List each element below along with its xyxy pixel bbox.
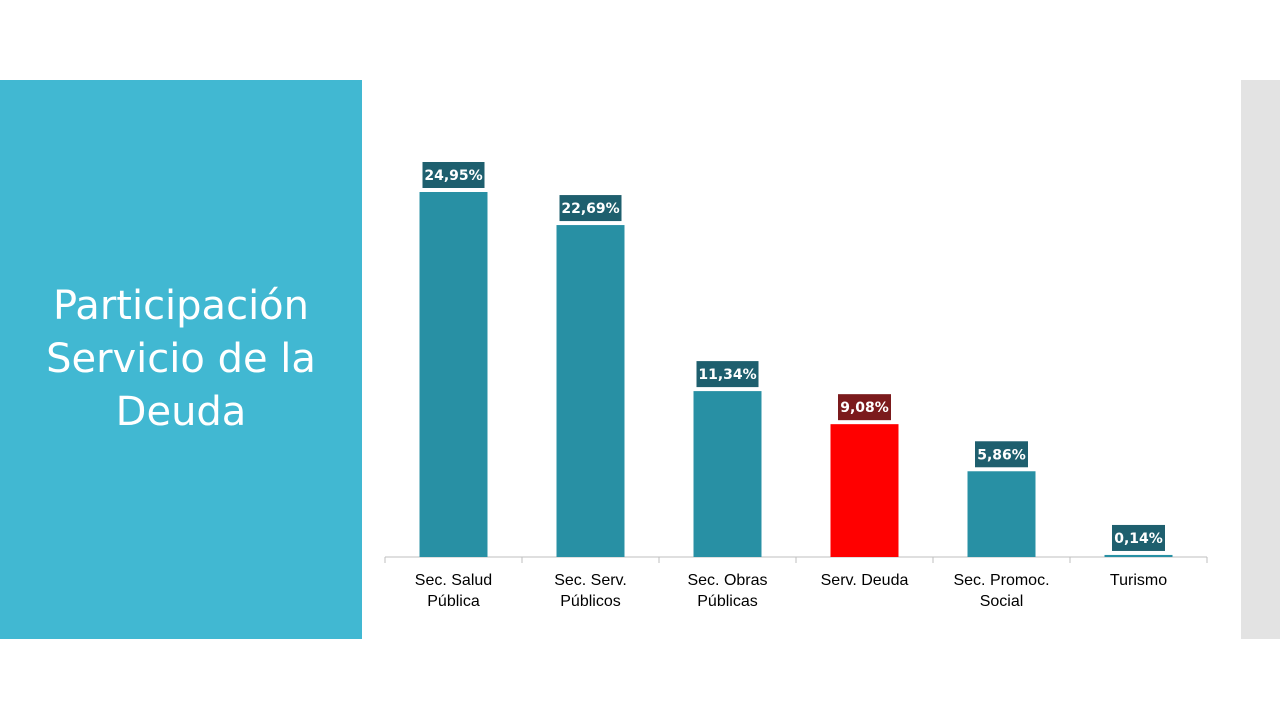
category-label: Social bbox=[980, 593, 1024, 610]
bar bbox=[1104, 554, 1173, 557]
category-label: Sec. Promoc. bbox=[953, 572, 1049, 589]
title-line-3: Deuda bbox=[115, 389, 247, 435]
data-label-box bbox=[1112, 524, 1165, 551]
data-label: 11,34% bbox=[698, 367, 756, 383]
category-label: Públicas bbox=[697, 593, 757, 610]
data-label: 24,95% bbox=[424, 168, 482, 184]
data-label-box bbox=[838, 394, 891, 421]
bar bbox=[556, 225, 625, 557]
category-label: Públicos bbox=[560, 593, 620, 610]
data-label: 9,08% bbox=[840, 400, 889, 416]
data-label: 22,69% bbox=[561, 201, 619, 217]
category-label: Turismo bbox=[1110, 572, 1167, 589]
title-line-1: Participación bbox=[52, 283, 309, 329]
right-decor-strip bbox=[1241, 80, 1280, 639]
title-panel: Participación Servicio de la Deuda bbox=[0, 80, 362, 639]
bar-chart: 24,95% Sec. Salud Pública 22,69% Sec. Serv. P… bbox=[384, 162, 1208, 610]
title-line-2: Servicio de la bbox=[46, 336, 316, 382]
data-label-box bbox=[422, 162, 485, 188]
data-label-box bbox=[559, 195, 622, 222]
category-label: Sec. Obras bbox=[687, 572, 767, 589]
category-label: Sec. Salud bbox=[415, 572, 492, 589]
slide-title: Participación Servicio de la Deuda bbox=[6, 280, 356, 439]
bar bbox=[967, 471, 1036, 557]
bar bbox=[419, 192, 488, 557]
data-label: 0,14% bbox=[1114, 531, 1163, 547]
data-label-box bbox=[696, 361, 759, 388]
data-label-box bbox=[975, 441, 1028, 468]
category-label: Serv. Deuda bbox=[821, 572, 909, 589]
bar bbox=[693, 391, 762, 557]
data-label: 5,86% bbox=[977, 447, 1026, 463]
category-label: Pública bbox=[427, 593, 480, 610]
category-label: Sec. Serv. bbox=[554, 572, 627, 589]
bar bbox=[830, 424, 899, 557]
